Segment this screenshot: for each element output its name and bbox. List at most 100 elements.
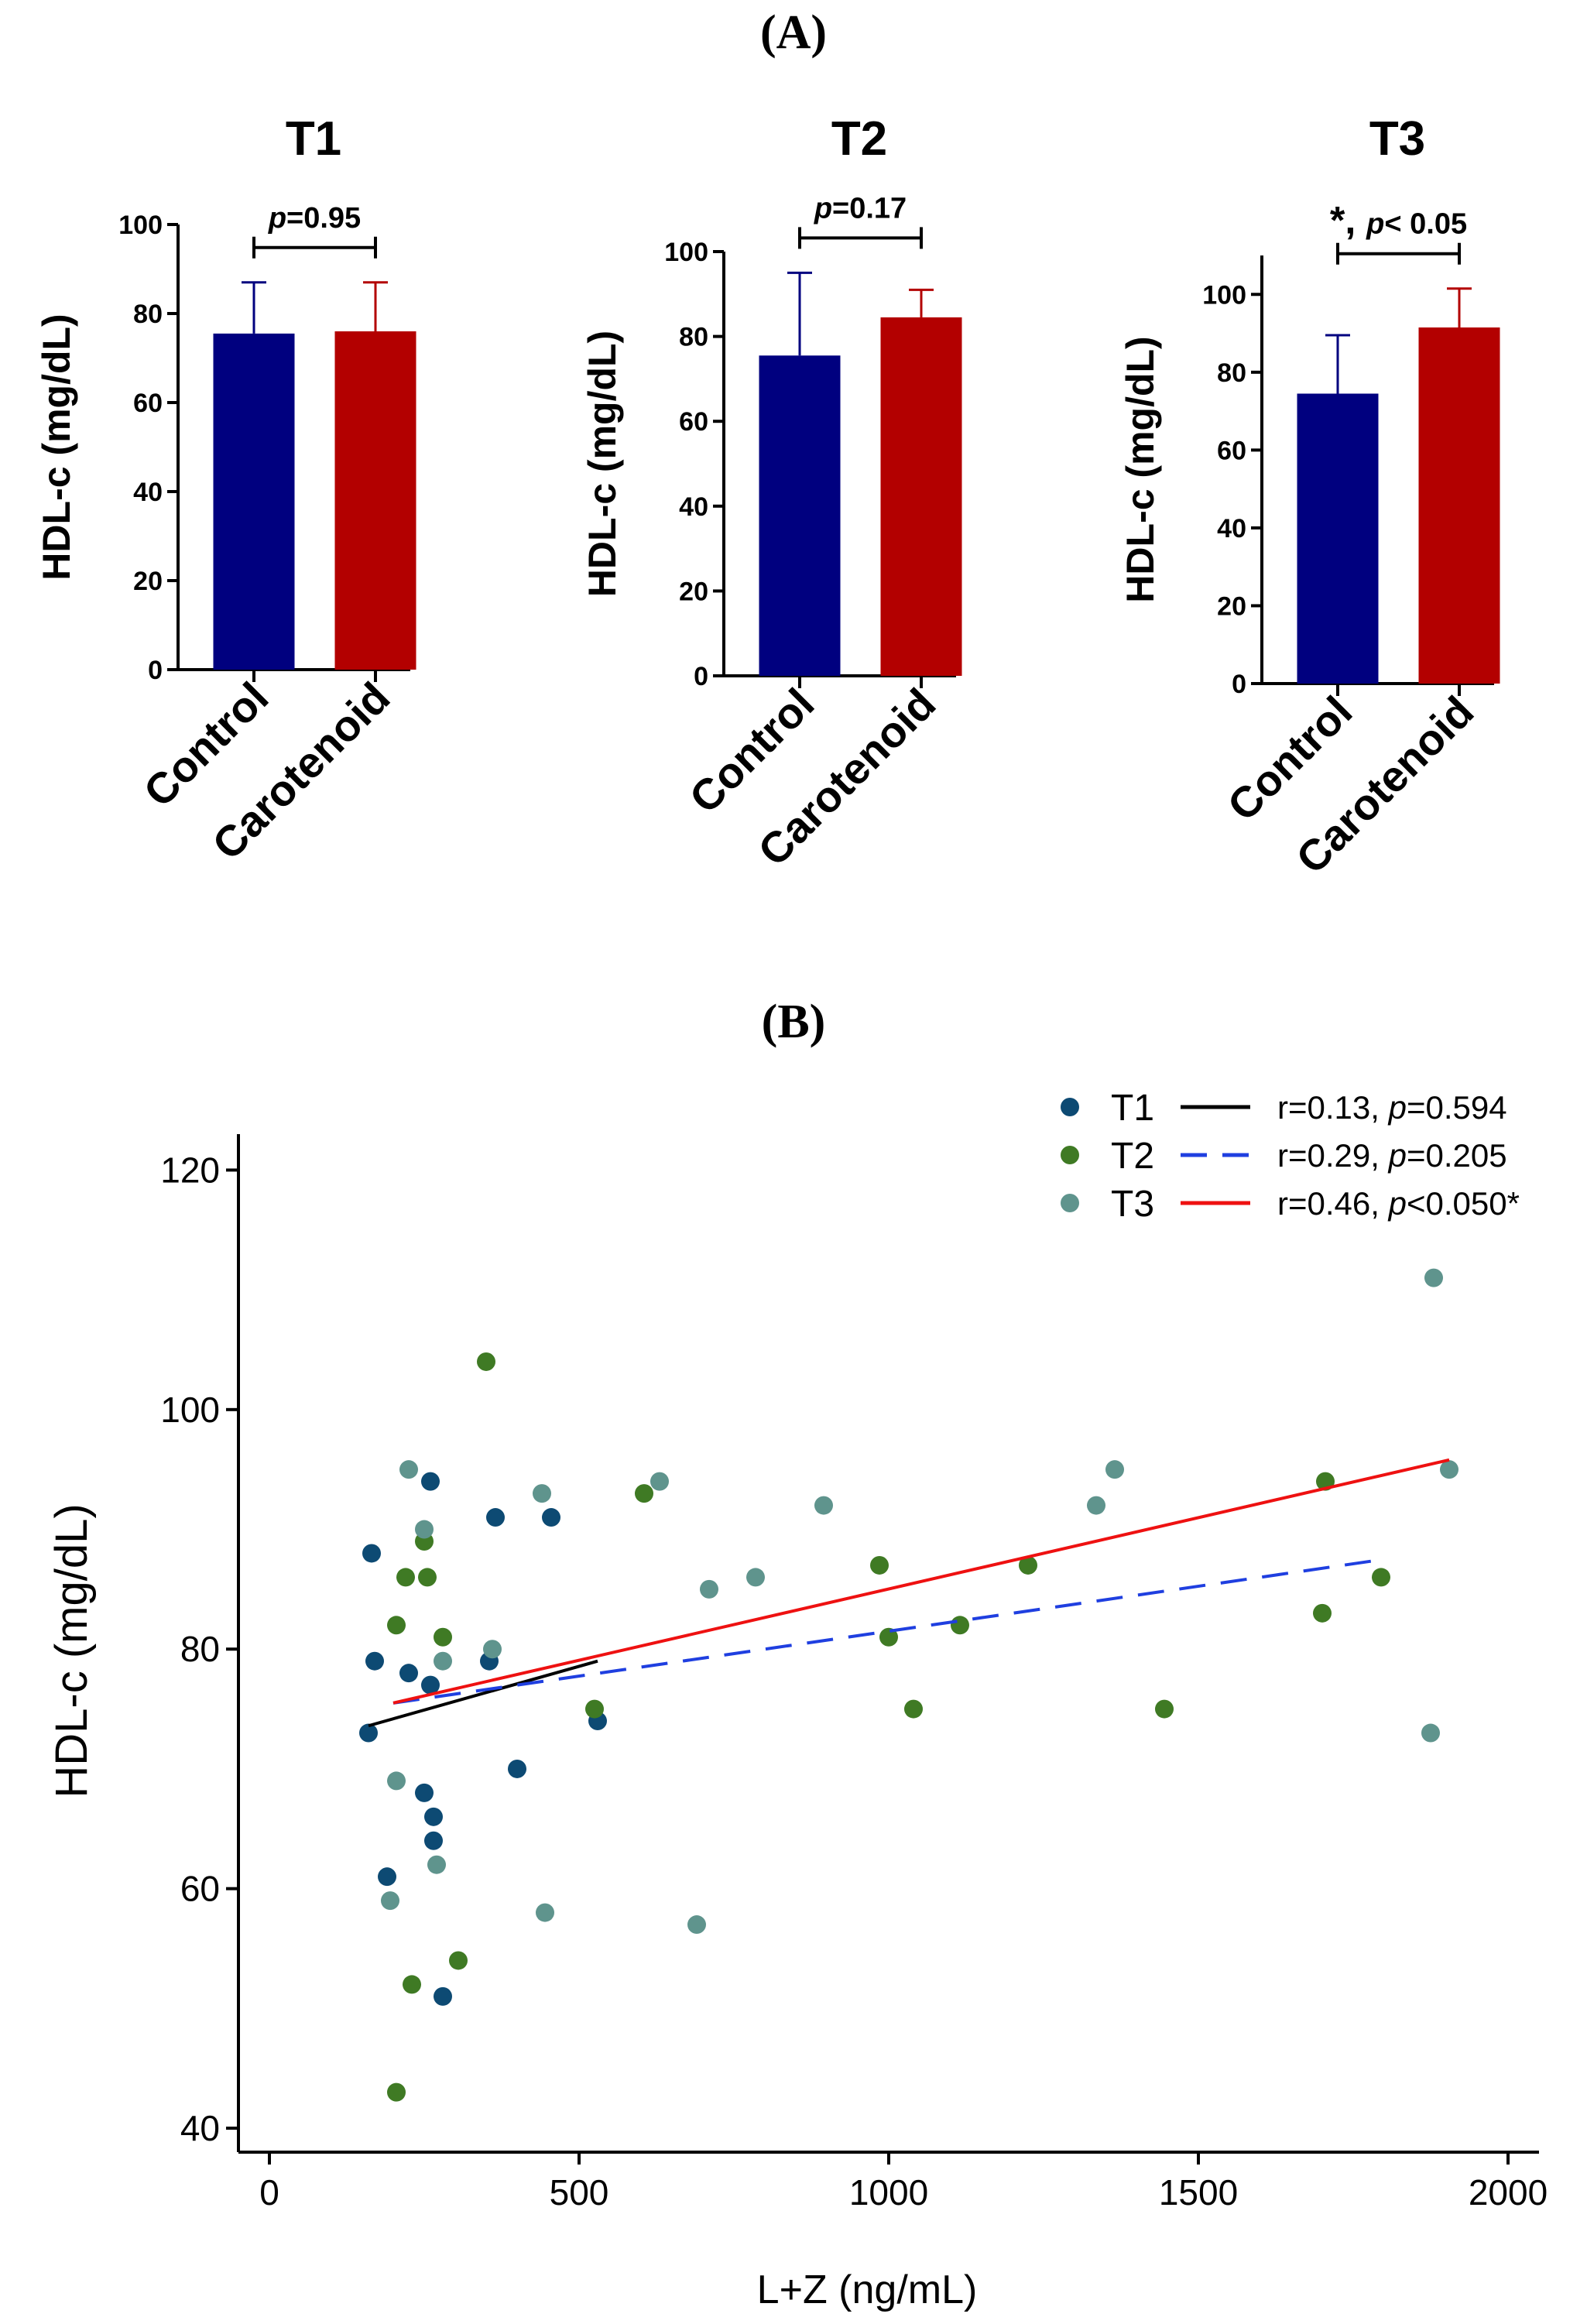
- data-point-t1: [359, 1723, 378, 1743]
- data-point-t3: [1105, 1460, 1124, 1479]
- p-symbol: p: [814, 192, 832, 225]
- data-point-t1: [362, 1544, 381, 1563]
- data-point-t2: [396, 1568, 415, 1587]
- y-tick-label: 80: [1217, 358, 1246, 388]
- data-point-t3: [1440, 1460, 1458, 1479]
- bar-chart-title: T2: [831, 112, 887, 166]
- legend-marker-t3: [1061, 1194, 1079, 1212]
- data-point-t2: [585, 1699, 604, 1719]
- data-point-t3: [746, 1568, 765, 1587]
- legend-stat-p-symbol: p: [1387, 1089, 1407, 1126]
- data-point-t2: [477, 1352, 495, 1371]
- data-point-t3: [483, 1640, 502, 1659]
- data-point-t3: [650, 1472, 669, 1491]
- y-tick-label: 60: [133, 389, 163, 418]
- y-tick-label: 80: [180, 1629, 220, 1669]
- legend-stat: r=0.13, p=0.594: [1277, 1089, 1507, 1126]
- p-value: =0.17: [832, 192, 907, 225]
- p-value-annotation: p=0.95: [268, 202, 361, 235]
- y-tick-label: 0: [148, 656, 163, 685]
- data-point-t1: [424, 1831, 443, 1850]
- data-point-t3: [399, 1460, 418, 1479]
- bar-control: [1297, 393, 1379, 684]
- p-value: =0.95: [286, 202, 361, 235]
- data-point-t2: [403, 1975, 421, 1994]
- data-point-t2: [418, 1568, 437, 1587]
- y-tick-label: 40: [180, 2108, 220, 2148]
- significance-star: *,: [1330, 199, 1366, 242]
- x-axis-label: L+Z (ng/mL): [757, 2267, 978, 2312]
- data-point-t2: [951, 1616, 969, 1635]
- bar-carotenoid: [1418, 327, 1500, 684]
- data-point-t2: [387, 1616, 406, 1635]
- data-point-t2: [879, 1627, 898, 1647]
- p-value-annotation: p=0.17: [814, 192, 907, 225]
- fit-line-t1: [368, 1659, 598, 1728]
- x-tick-label: 500: [550, 2172, 609, 2213]
- legend-stat-p: =0.205: [1407, 1137, 1507, 1174]
- bar-control: [213, 333, 295, 670]
- y-tick-label: 100: [160, 1390, 220, 1430]
- data-point-t3: [427, 1855, 446, 1874]
- p-symbol: p: [268, 202, 286, 235]
- data-point-t1: [399, 1664, 418, 1683]
- data-point-t3: [381, 1891, 399, 1911]
- data-point-t1: [542, 1508, 560, 1527]
- y-tick-label: 20: [133, 567, 163, 596]
- bar-control: [759, 355, 841, 676]
- legend-stat-p: <0.050*: [1407, 1185, 1520, 1222]
- x-tick-label: 1000: [849, 2172, 928, 2213]
- y-tick-label: 40: [133, 478, 163, 507]
- data-point-t1: [434, 1986, 452, 2006]
- y-tick-label: 80: [133, 300, 163, 329]
- bar-chart-title: T1: [286, 112, 341, 166]
- fit-line-t3: [392, 1458, 1450, 1705]
- y-tick-label: 20: [679, 577, 708, 606]
- y-tick-label: 60: [679, 407, 708, 437]
- bar-chart-title: T3: [1369, 112, 1425, 166]
- series-t1: [359, 1472, 607, 2006]
- y-axis-label: HDL-c (mg/dL): [581, 331, 624, 597]
- y-tick-label: 20: [1217, 591, 1246, 621]
- data-point-t1: [421, 1675, 440, 1695]
- y-tick-label: 60: [1217, 436, 1246, 465]
- y-tick-label: 80: [679, 323, 708, 352]
- x-tick-label: 1500: [1159, 2172, 1238, 2213]
- y-tick-label: 100: [118, 211, 163, 240]
- bar-carotenoid: [334, 331, 416, 670]
- data-point-t2: [1155, 1699, 1174, 1719]
- data-point-t3: [533, 1484, 551, 1503]
- y-tick-label: 0: [1232, 670, 1246, 699]
- legend-stat-p-symbol: p: [1387, 1137, 1407, 1174]
- y-tick-label: 0: [694, 662, 708, 691]
- y-tick-label: 100: [1202, 280, 1246, 310]
- data-point-t2: [1019, 1555, 1037, 1575]
- data-point-t2: [904, 1699, 923, 1719]
- data-point-t1: [508, 1759, 526, 1778]
- data-point-t2: [449, 1951, 468, 1970]
- y-tick-label: 100: [664, 238, 708, 267]
- legend-marker-t2: [1061, 1146, 1079, 1164]
- data-point-t1: [421, 1472, 440, 1491]
- data-point-t3: [415, 1520, 434, 1539]
- data-point-t3: [700, 1579, 718, 1599]
- y-tick-label: 40: [1217, 514, 1246, 543]
- legend-stat-r: r=0.29,: [1277, 1137, 1389, 1174]
- legend-stat: r=0.29, p=0.205: [1277, 1137, 1507, 1174]
- series-t3: [381, 1268, 1458, 1935]
- data-point-t3: [1424, 1268, 1443, 1287]
- p-value: < 0.05: [1384, 208, 1467, 241]
- data-point-t2: [870, 1555, 889, 1575]
- legend-stat-p: =0.594: [1407, 1089, 1507, 1126]
- data-point-t3: [387, 1771, 406, 1791]
- data-point-t2: [1372, 1568, 1390, 1587]
- data-point-t2: [387, 2082, 406, 2102]
- y-axis-label: HDL-c (mg/dL): [35, 314, 78, 580]
- panel-a-label: (A): [760, 6, 827, 59]
- data-point-t3: [814, 1496, 833, 1515]
